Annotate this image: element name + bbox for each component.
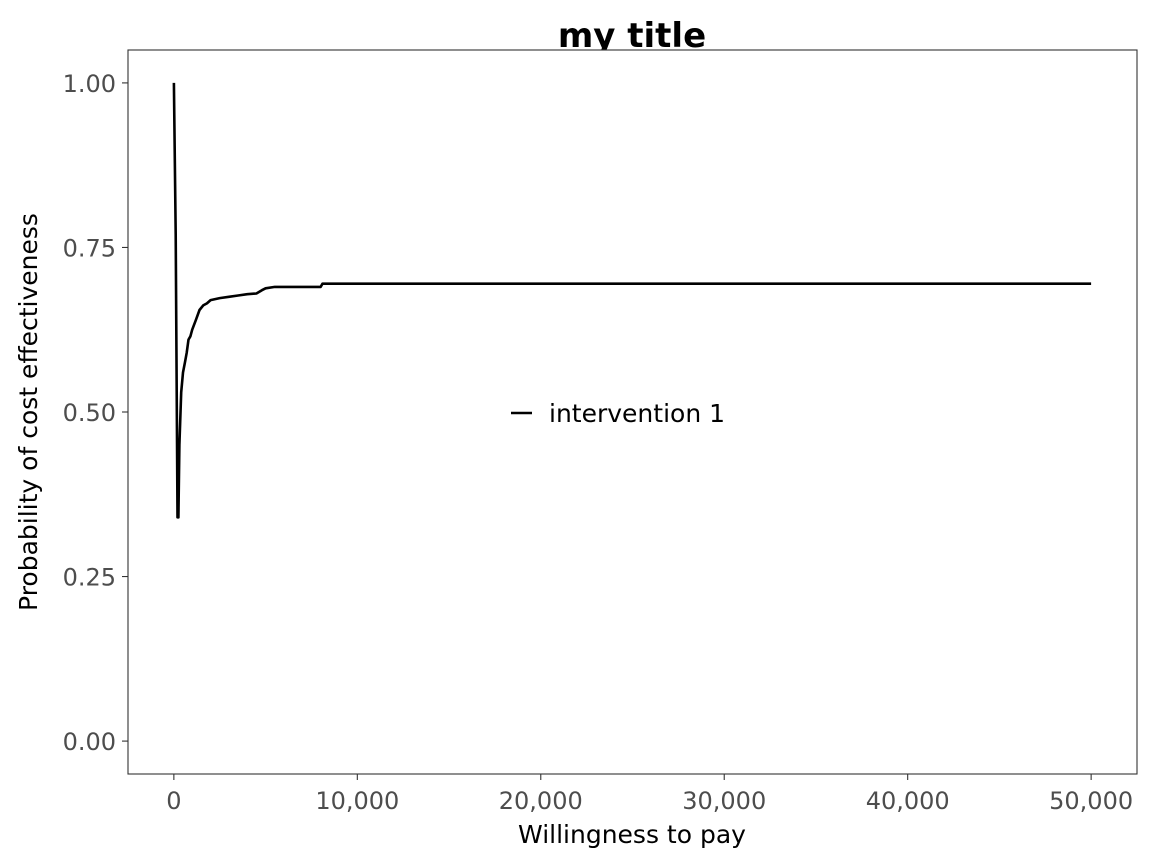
y-tick-label: 0.75 bbox=[63, 234, 116, 262]
series-line-intervention-1 bbox=[172, 82, 1092, 519]
x-tick-label: 0 bbox=[166, 787, 181, 815]
y-axis-title: Probability of cost effectiveness bbox=[14, 213, 43, 611]
x-axis-title: Willingness to pay bbox=[518, 820, 746, 849]
x-tick-label: 40,000 bbox=[866, 787, 950, 815]
x-tick-label: 50,000 bbox=[1049, 787, 1133, 815]
y-tick-label: 1.00 bbox=[63, 70, 116, 98]
x-tick-label: 20,000 bbox=[499, 787, 583, 815]
y-axis: 0.00 0.25 0.50 0.75 1.00 bbox=[63, 70, 128, 756]
x-tick-label: 10,000 bbox=[315, 787, 399, 815]
y-tick-label: 0.50 bbox=[63, 399, 116, 427]
y-tick-label: 0.00 bbox=[63, 728, 116, 756]
legend-label: intervention 1 bbox=[549, 399, 725, 428]
x-tick-label: 30,000 bbox=[682, 787, 766, 815]
plot-panel bbox=[127, 49, 1138, 775]
chart-title: my title bbox=[558, 16, 706, 56]
legend: intervention 1 bbox=[511, 399, 725, 428]
y-tick-label: 0.25 bbox=[63, 564, 116, 592]
x-axis: 0 10,000 20,000 30,000 40,000 50,000 bbox=[166, 774, 1133, 815]
series-layer bbox=[172, 82, 1092, 519]
